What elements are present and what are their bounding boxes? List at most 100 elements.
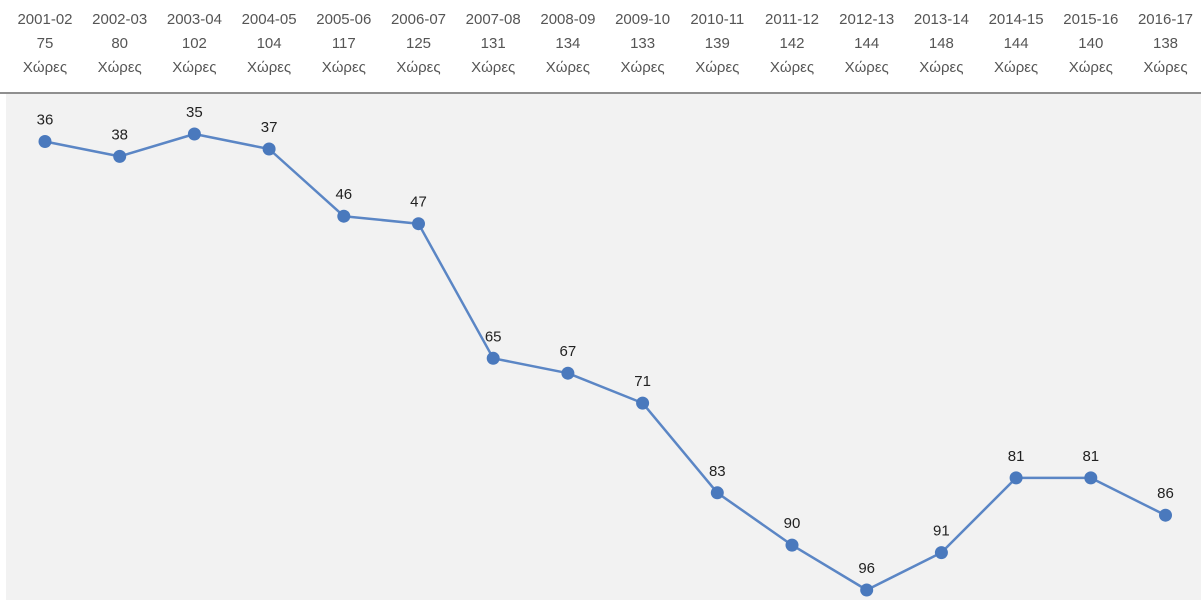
season-label: 2014-15	[988, 11, 1044, 28]
column-header-row: 2001-02 75 Χώρες 2002-03 80 Χώρες 2003-04 102 Χώ…	[0, 0, 1201, 92]
header-divider	[0, 92, 1201, 94]
data-label: 96	[858, 560, 875, 577]
column-header: 2003-04 102 Χώρες	[156, 8, 232, 80]
unit-label: Χώρες	[695, 59, 740, 76]
data-point	[561, 366, 575, 380]
country-count: 80	[111, 35, 129, 52]
unit-label: Χώρες	[1068, 59, 1113, 76]
unit-label: Χώρες	[396, 59, 441, 76]
country-count: 144	[1003, 35, 1029, 52]
data-point	[1009, 471, 1023, 485]
series-line	[44, 132, 1167, 592]
data-label: 71	[634, 373, 651, 390]
season-label: 2006-07	[390, 11, 447, 28]
column-header: 2009-10 133 Χώρες	[605, 8, 681, 80]
data-point	[785, 538, 799, 552]
country-count: 142	[779, 35, 805, 52]
season-label: 2008-09	[540, 11, 596, 28]
season-label: 2002-03	[92, 11, 148, 28]
data-label: 46	[335, 186, 352, 203]
column-header: 2005-06 117 Χώρες	[306, 8, 382, 80]
season-label: 2004-05	[241, 11, 297, 28]
country-count: 144	[854, 35, 880, 52]
unit-label: Χώρες	[545, 59, 590, 76]
season-label: 2003-04	[166, 11, 222, 28]
country-count: 140	[1078, 35, 1104, 52]
data-point	[1159, 508, 1172, 522]
column-header: 2011-12 142 Χώρες	[754, 8, 830, 80]
data-label: 35	[186, 104, 203, 121]
country-count: 133	[630, 35, 656, 52]
data-point	[412, 217, 425, 231]
data-label: 91	[933, 523, 950, 540]
data-point	[337, 209, 351, 223]
season-label: 2011-12	[765, 11, 819, 28]
country-count: 134	[555, 35, 581, 52]
column-header: 2012-13 144 Χώρες	[829, 8, 905, 80]
data-point	[1084, 471, 1098, 485]
column-header: 2002-03 80 Χώρες	[82, 8, 158, 80]
country-count: 139	[704, 35, 730, 52]
country-count: 104	[256, 35, 282, 52]
unit-label: Χώρες	[919, 59, 964, 76]
unit-label: Χώρες	[769, 59, 815, 76]
column-header: 2008-09 134 Χώρες	[530, 8, 606, 80]
country-count: 102	[181, 35, 207, 52]
data-label: 83	[709, 463, 726, 480]
data-label: 37	[261, 119, 278, 136]
data-label: 90	[784, 515, 801, 532]
data-label: 67	[560, 343, 577, 360]
line-chart: 36 38 35 37 46 47 65 67 71 83 90 96 91 81 81 86	[37, 104, 1174, 597]
unit-label: Χώρες	[620, 59, 665, 76]
data-point	[38, 135, 52, 148]
country-count: 138	[1152, 35, 1179, 52]
data-point	[113, 149, 127, 163]
data-point	[486, 351, 500, 365]
unit-label: Χώρες	[97, 59, 142, 76]
country-count: 148	[928, 35, 954, 52]
season-label: 2007-08	[465, 11, 521, 28]
season-label: 2016-17	[1137, 11, 1194, 28]
unit-label: Χώρες	[172, 59, 217, 76]
country-count: 117	[331, 35, 356, 52]
data-label: 38	[111, 126, 128, 143]
data-label: 65	[485, 328, 502, 345]
column-header: 2004-05 104 Χώρες	[231, 8, 307, 80]
unit-label: Χώρες	[1143, 59, 1188, 76]
season-label: 2010-11	[690, 11, 745, 28]
plot-area: 36 38 35 37 46 47 65 67 71 83 90 96 91 81 81 86	[6, 94, 1201, 600]
data-point	[262, 142, 276, 156]
data-point	[860, 583, 874, 597]
country-count: 125	[405, 35, 432, 52]
season-label: 2013-14	[913, 11, 969, 28]
unit-label: Χώρες	[471, 59, 516, 76]
season-label: 2012-13	[839, 11, 895, 28]
data-point	[710, 486, 724, 500]
data-label: 81	[1008, 448, 1025, 465]
data-label: 47	[410, 194, 427, 211]
season-label: 2001-02	[17, 11, 73, 28]
column-header: 2007-08 131 Χώρες	[455, 8, 531, 80]
data-point	[636, 396, 650, 410]
country-count: 131	[480, 35, 506, 52]
unit-label: Χώρες	[844, 59, 889, 76]
unit-label: Χώρες	[22, 59, 68, 76]
column-header: 2013-14 148 Χώρες	[903, 8, 979, 80]
data-label: 86	[1157, 485, 1174, 502]
column-header: 2006-07 125 Χώρες	[381, 8, 457, 80]
data-point	[187, 127, 201, 141]
season-label: 2005-06	[316, 11, 372, 28]
column-header: 2016-17 138 Χώρες	[1128, 8, 1201, 80]
data-point	[934, 546, 948, 560]
season-label: 2015-16	[1063, 11, 1119, 28]
unit-label: Χώρες	[321, 59, 366, 76]
season-label: 2009-10	[615, 11, 671, 28]
column-header: 2014-15 144 Χώρες	[978, 8, 1054, 80]
column-header: 2015-16 140 Χώρες	[1053, 8, 1129, 80]
unit-label: Χώρες	[994, 59, 1039, 76]
column-header: 2001-02 75 Χώρες	[7, 8, 83, 80]
column-header: 2010-11 139 Χώρες	[679, 8, 755, 80]
data-label: 36	[37, 112, 54, 129]
data-label: 81	[1082, 448, 1099, 465]
country-count: 75	[36, 35, 54, 52]
